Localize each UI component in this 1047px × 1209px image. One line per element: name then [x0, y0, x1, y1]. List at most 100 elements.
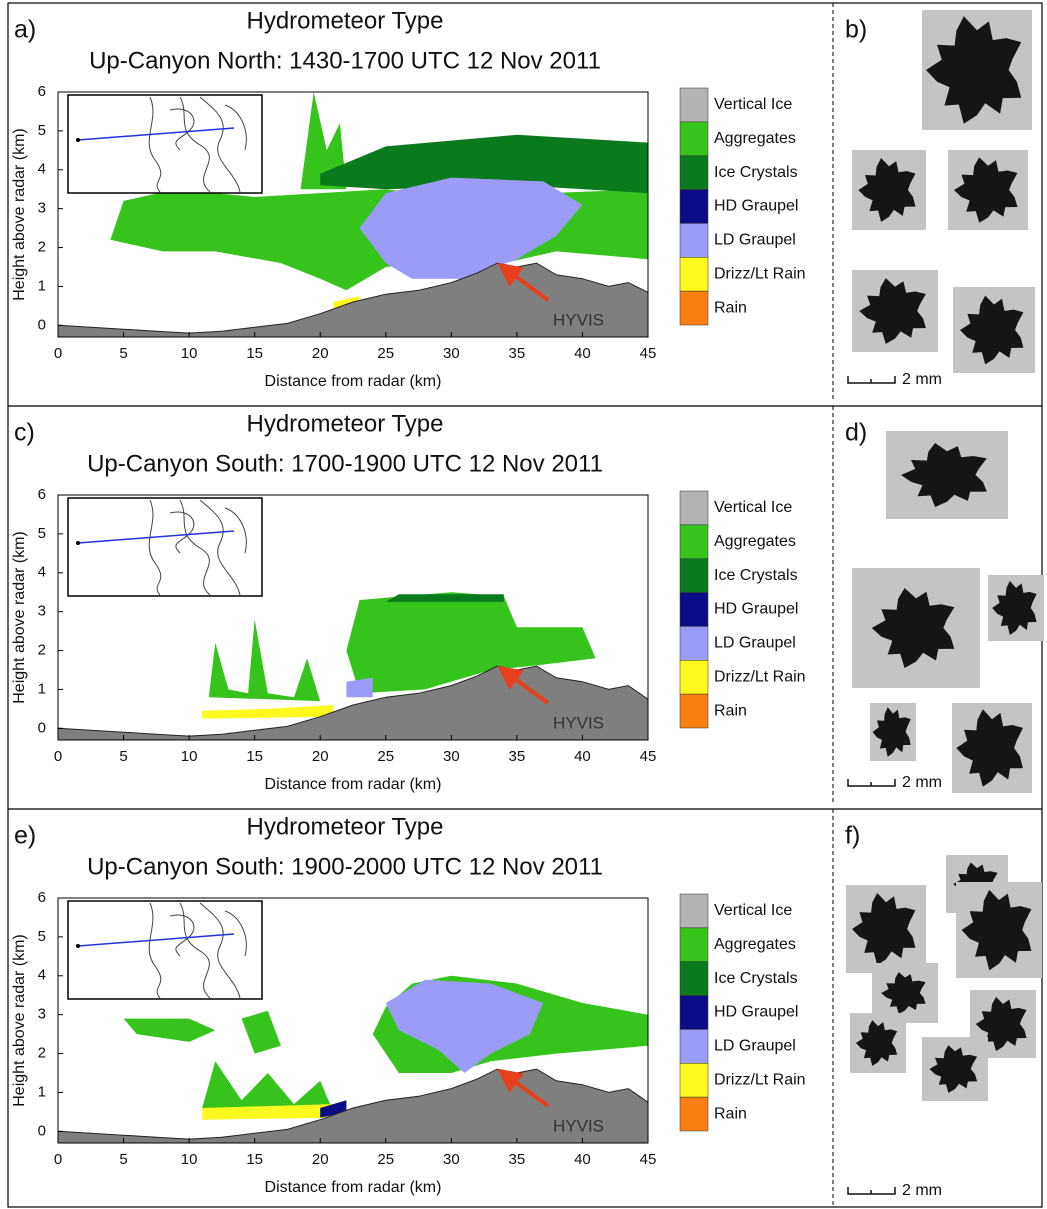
echo-region	[202, 1104, 334, 1120]
legend-label: LD Graupel	[714, 635, 796, 652]
x-axis-label: Distance from radar (km)	[265, 776, 442, 793]
echo-region	[208, 619, 321, 702]
y-tick-label: 4	[38, 564, 46, 581]
y-tick-label: 5	[38, 525, 46, 542]
x-tick-label: 25	[377, 748, 394, 765]
inset-contour	[224, 910, 247, 957]
x-tick-label: 30	[443, 345, 460, 362]
legend-swatch	[679, 893, 709, 929]
y-tick-label: 1	[38, 680, 46, 697]
x-tick-label: 15	[246, 748, 263, 765]
chart-title: Hydrometeor Type	[247, 410, 444, 437]
y-axis-label: Height above radar (km)	[11, 934, 28, 1107]
scale-bar	[847, 376, 896, 384]
legend-label: LD Graupel	[714, 232, 796, 249]
particle	[859, 278, 926, 344]
legend-label: Vertical Ice	[714, 96, 792, 113]
inset-contour	[169, 511, 195, 554]
legend-swatch	[679, 995, 709, 1030]
panel: a) Hydrometeor Type Up-Canyon North: 1430-…	[11, 3, 834, 400]
legend-swatch	[679, 592, 709, 627]
annotation: HYVIS	[553, 713, 604, 732]
particle	[992, 580, 1037, 636]
particle	[871, 588, 955, 668]
y-tick-label: 0	[38, 1122, 46, 1139]
inset-contour	[199, 902, 241, 999]
inset-contour	[179, 902, 211, 999]
particle	[872, 707, 911, 757]
y-tick-label: 1	[38, 277, 46, 294]
legend-swatch	[679, 87, 709, 123]
legend-label: Vertical Ice	[714, 499, 792, 516]
x-tick-label: 40	[574, 748, 591, 765]
panel-label: b)	[845, 16, 867, 44]
legend-label: HD Graupel	[714, 1004, 798, 1021]
legend-swatch	[679, 660, 709, 695]
legend-label: Aggregates	[714, 533, 796, 550]
y-tick-label: 5	[38, 928, 46, 945]
echo-region	[385, 594, 504, 602]
legend-label: Drizz/Lt Rain	[714, 1071, 806, 1088]
annotation-arrow	[497, 665, 550, 705]
legend-swatch	[679, 223, 709, 258]
inset-contour	[179, 499, 211, 596]
x-tick-label: 35	[509, 345, 526, 362]
legend-swatch	[679, 1063, 709, 1098]
echo-region	[346, 677, 373, 698]
y-tick-label: 6	[38, 486, 46, 503]
annotation: HYVIS	[553, 310, 604, 329]
scale-label: 2 mm	[902, 371, 942, 388]
echo-region	[241, 1010, 281, 1054]
x-tick-label: 20	[312, 345, 329, 362]
x-tick-label: 30	[443, 1151, 460, 1168]
echo-region	[385, 979, 544, 1073]
inset-map	[67, 94, 263, 194]
legend-label: Vertical Ice	[714, 902, 792, 919]
legend-swatch	[679, 189, 709, 224]
chart-subtitle: Up-Canyon North: 1430-1700 UTC 12 Nov 20…	[89, 47, 601, 74]
legend-label: Aggregates	[714, 936, 796, 953]
y-tick-label: 6	[38, 83, 46, 100]
y-tick-label: 4	[38, 967, 46, 984]
scale-bar	[847, 779, 896, 787]
panel-label: f)	[845, 822, 860, 850]
x-tick-label: 0	[54, 1151, 62, 1168]
y-tick-label: 2	[38, 239, 46, 256]
legend-label: Drizz/Lt Rain	[714, 265, 806, 282]
echo-region	[202, 1061, 334, 1112]
inset-map	[67, 497, 263, 597]
y-axis-label: Height above radar (km)	[11, 531, 28, 704]
particle	[858, 158, 916, 222]
inset-transect	[77, 127, 235, 141]
plot-clip	[58, 975, 648, 1143]
legend-swatch	[679, 155, 709, 190]
inset-contour	[169, 108, 195, 151]
legend-swatch	[679, 490, 709, 526]
y-tick-label: 3	[38, 603, 46, 620]
inset-radar	[76, 138, 80, 142]
scale-label: 2 mm	[902, 774, 942, 791]
panel-label: a)	[14, 16, 36, 44]
particle	[956, 709, 1023, 787]
y-axis-label: Height above radar (km)	[11, 128, 28, 301]
x-tick-label: 45	[640, 748, 657, 765]
x-tick-label: 20	[312, 748, 329, 765]
legend-label: Aggregates	[714, 130, 796, 147]
legend-label: Ice Crystals	[714, 970, 798, 987]
x-tick-label: 35	[509, 1151, 526, 1168]
echo-region	[202, 705, 334, 719]
legend-swatch	[679, 1029, 709, 1064]
y-tick-label: 2	[38, 1045, 46, 1062]
particle	[881, 972, 926, 1014]
annotation-arrow	[497, 1068, 550, 1108]
x-tick-label: 35	[509, 748, 526, 765]
particle	[954, 157, 1018, 223]
inset-transect	[77, 530, 235, 544]
particle	[961, 889, 1032, 971]
chart-title: Hydrometeor Type	[247, 7, 444, 34]
panel-label: c)	[14, 419, 35, 447]
y-tick-label: 3	[38, 1006, 46, 1023]
echo-region	[320, 134, 648, 194]
inset-contour	[148, 902, 162, 999]
particle	[901, 443, 987, 507]
